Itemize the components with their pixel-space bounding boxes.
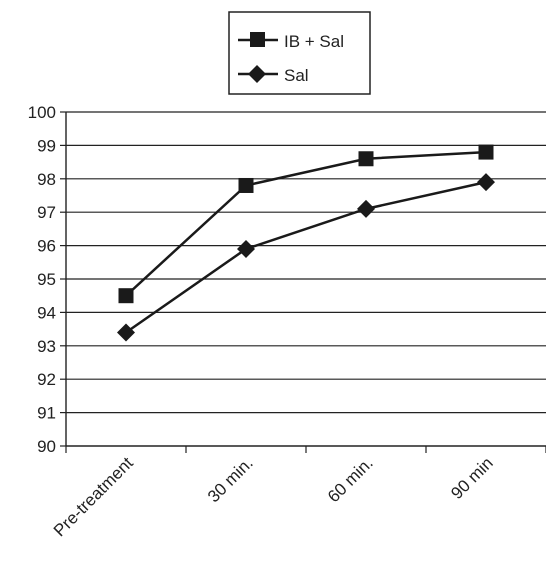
legend-label-ib-sal: IB + Sal: [284, 32, 344, 51]
x-tick-label: 90 min: [447, 453, 497, 503]
x-tick-label: 60 min.: [324, 453, 377, 506]
y-tick-label: 100: [28, 103, 56, 122]
legend-entry-sal: Sal: [238, 65, 309, 85]
series-layer: [117, 144, 495, 342]
legend-entry-ib-sal: IB + Sal: [238, 32, 344, 51]
legend-box: [228, 11, 371, 95]
legend-marker-square: [250, 32, 265, 47]
series-line: [125, 180, 487, 334]
y-tick-label: 96: [37, 237, 56, 256]
legend-marker-diamond: [248, 65, 266, 83]
data-point-diamond: [357, 199, 375, 218]
axes: [60, 111, 546, 453]
data-point-square: [478, 144, 494, 160]
series-sal: [117, 173, 495, 342]
series-ib-sal: [118, 144, 494, 304]
y-tick-labels: 90 91 92 93 94 95 96 97 98 99 100: [28, 103, 56, 456]
gridlines: [66, 111, 546, 414]
data-point-square: [118, 288, 134, 304]
data-point-square: [238, 177, 254, 193]
x-tick-label: 30 min.: [204, 453, 257, 506]
y-tick-label: 91: [37, 404, 56, 423]
y-tick-label: 99: [37, 136, 56, 155]
data-point-square: [358, 151, 374, 167]
data-point-diamond: [237, 239, 255, 258]
x-tick-labels: Pre-treatment 30 min. 60 min. 90 min: [50, 453, 497, 540]
y-tick-label: 92: [37, 370, 56, 389]
y-tick-label: 95: [37, 270, 56, 289]
legend: IB + Sal Sal: [228, 11, 371, 95]
x-tick-label: Pre-treatment: [50, 453, 137, 540]
data-point-diamond: [477, 173, 495, 192]
y-tick-label: 90: [37, 437, 56, 456]
data-point-diamond: [117, 323, 135, 342]
y-tick-label: 94: [37, 303, 56, 322]
legend-label-sal: Sal: [284, 66, 309, 85]
y-tick-label: 98: [37, 170, 56, 189]
y-tick-label: 97: [37, 203, 56, 222]
series-line: [125, 150, 487, 297]
y-tick-label: 93: [37, 337, 56, 356]
